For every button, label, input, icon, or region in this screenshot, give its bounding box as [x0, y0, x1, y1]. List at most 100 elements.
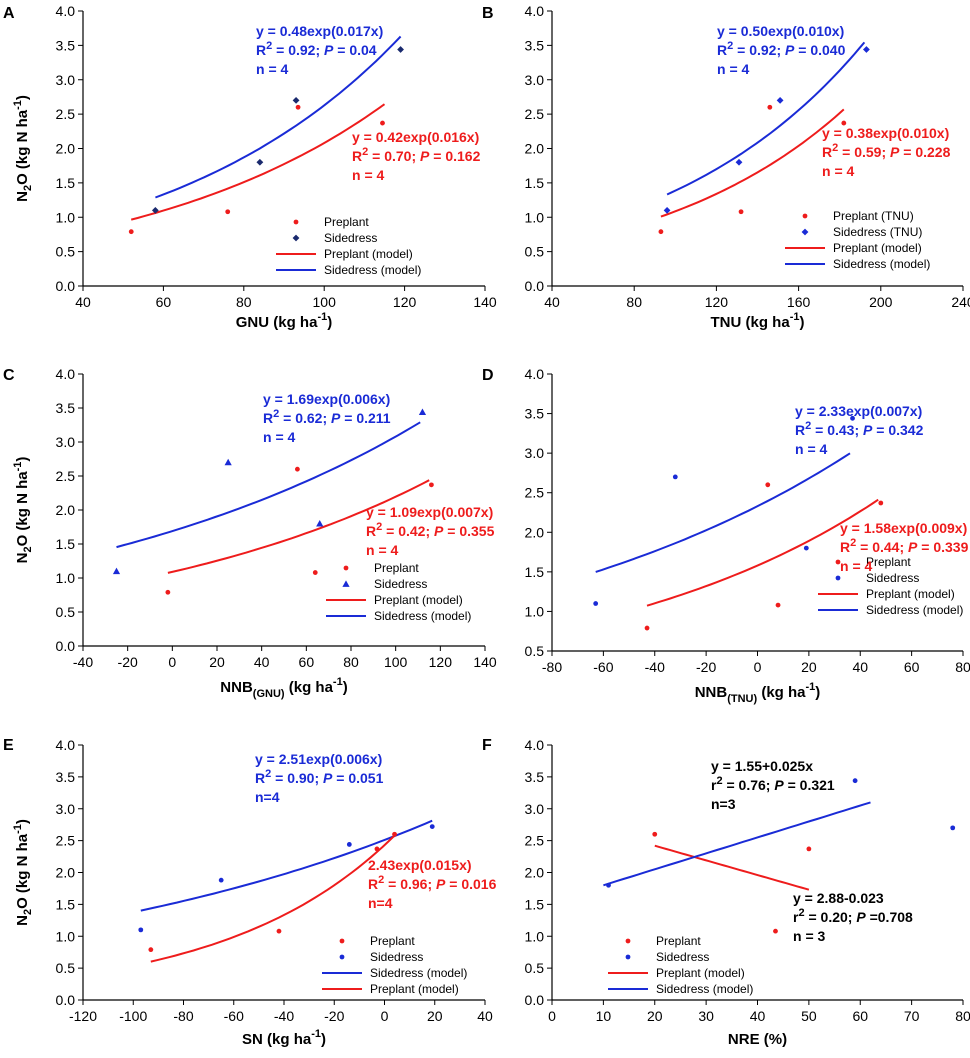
r-value: =: [271, 770, 287, 786]
x-axis-title: TNU (kg ha-1): [711, 311, 805, 331]
y-title-part: N: [14, 191, 31, 202]
legend-marker-swatch: [835, 575, 841, 581]
panel-e: E0.00.51.01.52.02.53.03.54.0-120 -100 -80-…: [3, 737, 497, 1048]
x-title-main: GNU (kg ha: [236, 314, 318, 331]
x-tick-label: 20: [427, 1008, 443, 1024]
p-value: = 0.051: [332, 770, 383, 786]
x-tick-label: 140: [473, 294, 497, 310]
fit-statistics: R2 = 0.62; P = 0.211: [263, 408, 391, 426]
r-symbol: R: [263, 410, 273, 426]
p-symbol: P: [436, 876, 446, 892]
legend-marker-swatch: [802, 213, 808, 219]
data-point-preplant: [165, 589, 171, 595]
y-tick-label: 3.5: [525, 406, 545, 422]
y-tick-label: 3.0: [525, 72, 545, 88]
x-tick-label: 30: [698, 1008, 714, 1024]
data-point-sidedress: [863, 46, 870, 53]
p-value: = 0.355: [443, 523, 494, 539]
fit-annotation: y = 2.51exp(0.006x)R2 = 0.90; P = 0.051n…: [255, 751, 384, 805]
fit-annotation: y = 0.50exp(0.010x)R2 = 0.92; P = 0.040n…: [717, 23, 846, 77]
panel-letter: F: [482, 737, 492, 754]
fit-sample-size: n = 4: [795, 441, 828, 457]
r-symbol: R: [717, 42, 727, 58]
p-symbol: P: [331, 410, 341, 426]
y-tick-label: 3.5: [525, 769, 545, 785]
data-point-sidedress: [418, 408, 427, 415]
y-tick-label: 0.0: [56, 278, 76, 294]
r-value-number: 0.76;: [739, 777, 775, 793]
x-tick-label: -20: [118, 654, 138, 670]
fit-statistics: R2 = 0.92; P = 0.04: [256, 40, 377, 58]
y-title-part: 2: [22, 546, 34, 552]
legend-marker-swatch: [293, 219, 299, 225]
x-tick-label: 60: [156, 294, 172, 310]
y-tick-label: 1.0: [56, 570, 76, 586]
x-tick-label: 120: [393, 294, 417, 310]
data-point-preplant: [644, 625, 650, 631]
x-title-tail: (kg ha: [757, 684, 806, 701]
fit-statistics: R2 = 0.90; P = 0.051: [255, 768, 384, 786]
y-tick-label: 2.0: [525, 141, 545, 157]
r-symbol: R: [795, 422, 805, 438]
p-symbol: P: [908, 539, 918, 555]
y-tick-label: 2.0: [56, 865, 76, 881]
y-tick-label: 1.0: [56, 928, 76, 944]
y-title-part: O (kg N ha: [14, 109, 31, 185]
fit-sample-size: n = 4: [822, 163, 855, 179]
y-tick-label: 1.5: [525, 175, 545, 191]
legend-label: Sidedress: [374, 577, 427, 591]
data-point-sidedress: [852, 778, 858, 784]
fit-equation: 2.43exp(0.015x): [368, 857, 472, 873]
p-value: = 0.04: [333, 42, 376, 58]
y-tick-label: 3.5: [525, 37, 545, 53]
panel-letter: C: [3, 367, 15, 384]
y-tick-label: 2.5: [525, 106, 545, 122]
y-axis-title: N2O (kg N ha-1): [12, 819, 34, 926]
x-tick-label: -20: [696, 659, 716, 675]
y-tick-label: 3.5: [56, 769, 76, 785]
y-title-part: N: [14, 553, 31, 564]
fit-annotation: y = 0.42exp(0.016x)R2 = 0.70; P = 0.162n…: [352, 129, 481, 183]
r-symbol: R: [352, 148, 362, 164]
data-point-preplant: [658, 229, 664, 235]
legend-label: Preplant (model): [374, 593, 463, 607]
model-curve-sidedress: [603, 801, 871, 887]
y-tick-label: 2.5: [56, 468, 76, 484]
model-curve-preplant: [130, 103, 386, 221]
legend-marker-swatch: [625, 938, 631, 944]
legend-label: Sidedress (model): [833, 257, 930, 271]
legend-label: Preplant: [866, 555, 911, 569]
data-point-preplant: [128, 229, 134, 235]
r-value-number: 0.43;: [827, 422, 863, 438]
x-title-end: ): [327, 314, 332, 331]
x-tick-label: 160: [787, 294, 811, 310]
y-tick-label: 1.5: [56, 175, 76, 191]
y-tick-label: 4.0: [525, 366, 545, 382]
data-point-preplant: [380, 120, 385, 126]
x-tick-label: 140: [473, 654, 497, 670]
x-tick-label: 20: [647, 1008, 663, 1024]
data-point-preplant: [775, 602, 781, 608]
fit-statistics: R2 = 0.96; P = 0.016: [368, 874, 497, 892]
x-tick-label: 60: [852, 1008, 868, 1024]
legend-label: Preplant: [324, 215, 369, 229]
data-point-sidedress: [346, 842, 352, 847]
y-tick-label: 0.0: [525, 278, 545, 294]
fit-statistics: r2 = 0.76; P = 0.321: [711, 775, 835, 793]
legend-label: Sidedress (model): [374, 609, 471, 623]
r-value-number: 0.42;: [398, 523, 434, 539]
y-tick-label: 0.0: [56, 992, 76, 1008]
r-squared-exponent: 2: [362, 146, 368, 158]
y-title-part: O (kg N ha: [14, 833, 31, 909]
fit-sample-size: n = 4: [717, 61, 750, 77]
y-tick-label: 1.5: [525, 896, 545, 912]
r-value: =: [384, 876, 400, 892]
y-tick-label: 3.5: [56, 37, 76, 53]
data-point-sidedress: [663, 206, 671, 214]
fit-equation: y = 2.88-0.023: [793, 890, 884, 906]
x-tick-label: 50: [801, 1008, 817, 1024]
fit-sample-size: n = 4: [366, 542, 399, 558]
x-title-end: ): [799, 314, 804, 331]
data-point-sidedress: [256, 158, 264, 166]
